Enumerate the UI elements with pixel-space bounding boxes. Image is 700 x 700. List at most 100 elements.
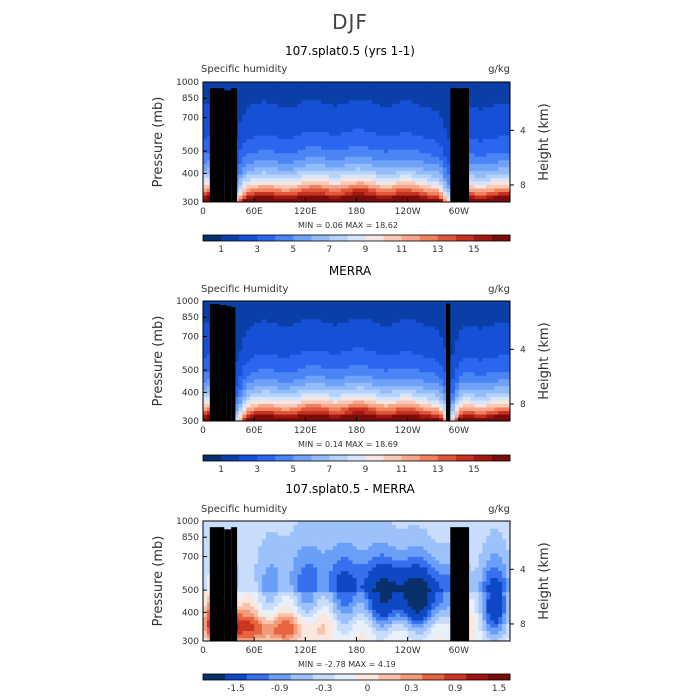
- field-cell: [269, 339, 275, 344]
- field-cell: [391, 396, 397, 401]
- field-cell: [254, 159, 259, 164]
- field-cell: [238, 389, 243, 394]
- colorbar-label: 9: [363, 245, 369, 255]
- field-cell: [419, 194, 425, 200]
- field-cell: [470, 343, 476, 348]
- field-cell: [407, 82, 413, 87]
- field-cell: [439, 385, 444, 390]
- field-cell: [494, 382, 499, 387]
- field-cell: [206, 99, 212, 104]
- field-cell: [368, 145, 373, 150]
- field-cell: [368, 191, 373, 196]
- field-cell: [368, 166, 373, 171]
- field-cell: [250, 92, 255, 97]
- field-cell: [376, 318, 381, 323]
- field-cell: [273, 339, 279, 344]
- field-cell: [293, 318, 299, 323]
- field-cell: [360, 156, 365, 161]
- field-cell: [321, 180, 326, 185]
- field-cell: [470, 357, 476, 362]
- field-cell: [313, 353, 318, 359]
- field-cell: [265, 163, 271, 168]
- field-cell: [403, 399, 409, 404]
- field-cell: [297, 131, 302, 136]
- field-cell: [368, 152, 373, 157]
- field-cell: [309, 406, 314, 412]
- field-cell: [368, 187, 373, 193]
- field-cell: [309, 191, 314, 196]
- field-cell: [277, 110, 283, 115]
- field-cell: [309, 343, 314, 348]
- field-cell: [234, 332, 240, 337]
- field-cell: [309, 368, 314, 373]
- field-cell: [439, 389, 444, 394]
- field-cell: [384, 113, 389, 118]
- field-cell: [391, 403, 397, 408]
- field-cell: [391, 96, 397, 101]
- field-cell: [281, 382, 287, 387]
- field-cell: [435, 322, 440, 327]
- field-cell: [506, 406, 510, 412]
- field-cell: [490, 173, 495, 178]
- field-cell: [356, 336, 362, 341]
- field-cell: [482, 85, 487, 90]
- field-cell: [482, 410, 487, 415]
- field-cell: [254, 413, 259, 419]
- field-cell: [368, 99, 373, 104]
- field-cell: [250, 187, 255, 193]
- field-cell: [238, 89, 243, 94]
- field-cell: [399, 110, 405, 115]
- field-cell: [368, 343, 373, 348]
- field-cell: [490, 177, 495, 182]
- field-cell: [289, 82, 295, 87]
- field-cell: [254, 117, 259, 122]
- field-cell: [407, 194, 413, 200]
- field-cell: [305, 106, 310, 111]
- field-cell: [391, 113, 397, 118]
- field-cell: [289, 389, 295, 394]
- field-cell: [443, 131, 448, 136]
- field-cell: [395, 156, 401, 161]
- field-cell: [321, 149, 326, 154]
- field-cell: [281, 142, 287, 147]
- field-cell: [486, 403, 491, 408]
- field-cell: [250, 339, 255, 344]
- field-cell: [368, 106, 373, 111]
- field-cell: [234, 350, 240, 355]
- field-cell: [368, 177, 373, 182]
- field-cell: [238, 329, 243, 334]
- field-cell: [289, 184, 295, 189]
- field-cell: [411, 103, 417, 108]
- field-cell: [458, 368, 464, 373]
- field-cell: [336, 396, 342, 401]
- field-cell: [411, 82, 417, 87]
- field-cell: [246, 396, 251, 401]
- field-cell: [305, 159, 310, 164]
- field-cell: [344, 110, 350, 115]
- field-cell: [285, 124, 291, 129]
- field-cell: [285, 329, 291, 334]
- field-cell: [309, 371, 314, 376]
- field-cell: [262, 180, 267, 185]
- field-cell: [317, 163, 322, 168]
- field-cell: [258, 127, 263, 133]
- field-cell: [376, 399, 381, 404]
- field-cell: [490, 99, 495, 104]
- field-cell: [427, 173, 432, 178]
- field-cell: [431, 325, 436, 330]
- field-cell: [372, 177, 377, 182]
- field-cell: [258, 406, 263, 412]
- field-cell: [203, 336, 208, 341]
- field-cell: [242, 350, 247, 355]
- field-cell: [262, 145, 267, 150]
- field-cell: [407, 180, 413, 185]
- field-cell: [498, 177, 503, 182]
- field-cell: [443, 322, 448, 327]
- field-cell: [254, 187, 259, 193]
- field-cell: [415, 152, 421, 157]
- field-cell: [293, 350, 299, 355]
- field-cell: [474, 103, 480, 108]
- field-cell: [368, 96, 373, 101]
- field-cell: [431, 357, 436, 362]
- field-cell: [431, 142, 436, 147]
